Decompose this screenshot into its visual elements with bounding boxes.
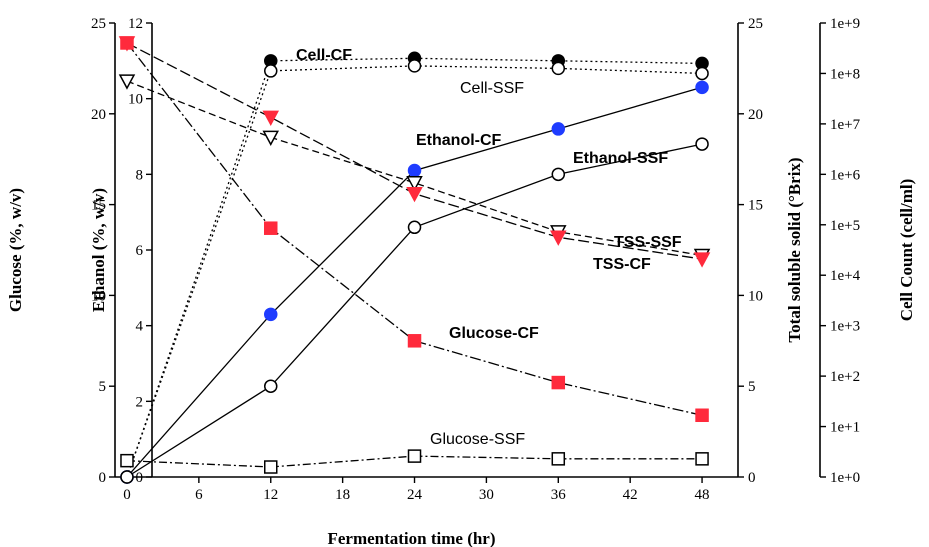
- x-tick-label: 30: [479, 487, 494, 503]
- cells-tick-label: 1e+1: [830, 420, 860, 436]
- tss-tick-label: 15: [748, 198, 763, 214]
- glucose-tick-label: 15: [91, 198, 106, 214]
- glucose-tick-label: 25: [91, 16, 106, 32]
- x-axis-title: Fermentation time (hr): [327, 529, 495, 547]
- ethanol-ssf-point: [407, 220, 422, 235]
- ethanol-tick-label: 10: [128, 92, 143, 108]
- cells-tick-label: 1e+9: [830, 16, 860, 32]
- tss-axis-title: Total soluble solid (°Brix): [785, 157, 804, 342]
- ethanol-cf-line: [126, 86, 703, 478]
- tss-tick-label: 0: [748, 470, 756, 486]
- ethanol-ssf-point: [551, 167, 566, 182]
- tss-cf-point: [693, 252, 711, 268]
- glucose-cf-line: [126, 42, 703, 416]
- glucose-axis-title: Glucose (%, w/v): [6, 188, 25, 312]
- glucose-tick-label: 20: [91, 107, 106, 123]
- cell-ssf-line: [126, 65, 703, 478]
- cell-cf-line: [126, 57, 703, 478]
- cells-tick-label: 1e+8: [830, 66, 860, 82]
- glucose-ssf-label: Glucose-SSF: [430, 431, 525, 448]
- tss-cf-point: [262, 110, 280, 127]
- ethanol-cf-label: Ethanol-CF: [416, 132, 502, 149]
- cell-ssf-point: [407, 59, 422, 73]
- ethanol-tick-label: 2: [136, 394, 144, 410]
- tss-ssf-point: [262, 130, 280, 146]
- tss-tick-label: 10: [748, 288, 763, 304]
- cells-tick-label: 1e+2: [830, 369, 860, 385]
- x-tick-label: 42: [623, 487, 638, 503]
- x-tick-label: 6: [195, 487, 203, 503]
- cell-ssf-point: [695, 66, 709, 81]
- tss-ssf-label: TSS-SSF: [614, 234, 682, 251]
- tss-ssf-point: [118, 74, 136, 90]
- cells-tick-label: 1e+4: [830, 268, 861, 284]
- cells-tick-label: 1e+5: [830, 218, 860, 234]
- tss-cf-point: [406, 186, 423, 203]
- ethanol-tick-label: 8: [136, 167, 144, 183]
- glucose-tick-label: 10: [91, 288, 106, 304]
- tss-cf-label: TSS-CF: [593, 256, 651, 273]
- tss-cf-point: [550, 230, 567, 246]
- ethanol-ssf-label: Ethanol-SSF: [573, 150, 668, 167]
- ethanol-tick-label: 6: [136, 243, 144, 259]
- x-tick-label: 36: [551, 487, 567, 503]
- glucose-ssf-point: [551, 452, 566, 466]
- cells-tick-label: 1e+3: [830, 319, 860, 335]
- glucose-cf-point: [407, 334, 422, 348]
- ethanol-ssf-point: [120, 470, 134, 484]
- tss-tick-label: 25: [748, 16, 763, 32]
- ethanol-cf-point: [264, 307, 278, 322]
- tss-ssf-line: [126, 80, 703, 257]
- glucose-cf-label: Glucose-CF: [449, 325, 539, 342]
- glucose-cf-point: [695, 408, 709, 423]
- ethanol-tick-label: 4: [136, 319, 144, 335]
- cell-ssf-label: Cell-SSF: [460, 80, 524, 97]
- x-tick-label: 24: [407, 487, 423, 503]
- cell-ssf-point: [264, 64, 278, 78]
- ethanol-ssf-point: [264, 379, 278, 393]
- glucose-ssf-point: [120, 453, 134, 468]
- cells-tick-label: 1e+0: [830, 470, 860, 486]
- tss-ssf-point: [406, 176, 423, 192]
- ethanol-cf-point: [407, 163, 422, 178]
- glucose-tick-label: 0: [99, 470, 107, 486]
- tss-tick-label: 5: [748, 379, 756, 395]
- glucose-ssf-point: [264, 460, 278, 474]
- ethanol-cf-point: [695, 80, 709, 95]
- ethanol-ssf-point: [695, 137, 709, 151]
- glucose-cf-point: [264, 221, 278, 235]
- glucose-ssf-point: [695, 452, 709, 466]
- ethanol-tick-label: 12: [128, 16, 143, 32]
- glucose-tick-label: 5: [99, 379, 107, 395]
- ethanol-tick-label: 0: [136, 470, 144, 486]
- cells-tick-label: 1e+7: [830, 117, 861, 133]
- ethanol-cf-point: [551, 122, 566, 136]
- x-tick-label: 48: [695, 487, 710, 503]
- cell-cf-label: Cell-CF: [296, 47, 352, 64]
- cells-tick-label: 1e+6: [830, 167, 861, 183]
- cells-axis-title: Cell Count (cell/ml): [897, 179, 916, 322]
- glucose-ssf-point: [407, 449, 422, 463]
- glucose-cf-point: [120, 36, 134, 50]
- ethanol-axis-title: Ethanol (%, w/v): [89, 188, 108, 312]
- x-tick-label: 12: [263, 487, 278, 503]
- cell-ssf-point: [551, 61, 566, 76]
- tss-tick-label: 20: [748, 107, 763, 123]
- x-tick-label: 18: [335, 487, 350, 503]
- x-tick-label: 0: [123, 487, 131, 503]
- glucose-cf-point: [551, 375, 566, 390]
